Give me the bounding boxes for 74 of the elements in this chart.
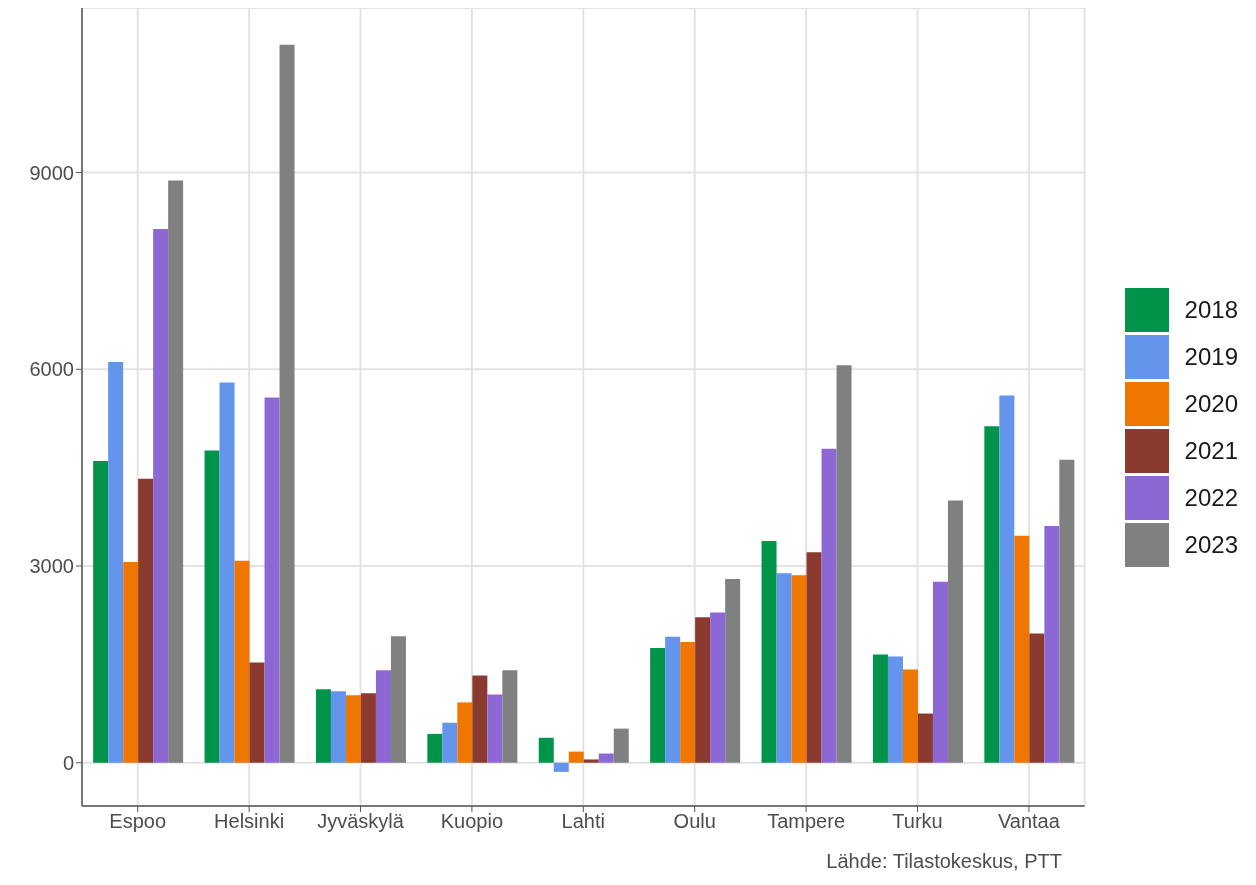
- legend-label: 2023: [1184, 530, 1238, 559]
- x-tick-label: Tampere: [767, 810, 846, 833]
- legend-label: 2018: [1184, 295, 1238, 324]
- x-tick-label: Espoo: [109, 810, 167, 833]
- legend-label: 2022: [1184, 483, 1238, 512]
- bar: [887, 656, 903, 763]
- bar: [613, 728, 629, 763]
- bar: [932, 581, 948, 763]
- bar: [264, 397, 280, 763]
- legend-label: 2020: [1184, 389, 1238, 418]
- bar: [360, 693, 376, 763]
- bar: [553, 762, 569, 772]
- x-tick-label: Turku: [892, 810, 943, 833]
- bar: [93, 461, 109, 763]
- bar: [108, 362, 124, 763]
- x-tick-label: Kuopio: [440, 810, 504, 833]
- bar: [1014, 535, 1030, 763]
- bar: [665, 636, 681, 763]
- y-tick-label: 0: [62, 751, 74, 774]
- legend-label: 2021: [1184, 436, 1238, 465]
- bar: [1059, 459, 1075, 763]
- x-tick-label: Vantaa: [997, 810, 1061, 833]
- bar: [279, 44, 295, 763]
- bar: [710, 612, 726, 763]
- bar: [650, 647, 666, 763]
- bar: [917, 713, 933, 763]
- bar: [695, 617, 711, 763]
- x-tick-label: Lahti: [561, 810, 605, 833]
- bar: [219, 382, 235, 763]
- x-tick-label: Jyväskylä: [317, 810, 405, 833]
- bar: [442, 722, 458, 763]
- bar: [487, 694, 503, 763]
- legend-label: 2019: [1184, 342, 1238, 371]
- bar: [1029, 633, 1045, 763]
- bar: [375, 670, 391, 763]
- x-tick-label: Oulu: [673, 810, 716, 833]
- x-tick-label: Helsinki: [214, 810, 285, 833]
- bar: [821, 448, 837, 763]
- bar: [791, 575, 807, 763]
- bar: [330, 691, 346, 763]
- bar: [204, 450, 220, 763]
- bar: [168, 180, 184, 763]
- bar: [249, 662, 265, 763]
- y-tick-label: 3000: [29, 555, 74, 578]
- bar: [345, 695, 361, 763]
- bar: [776, 573, 792, 763]
- bar: [947, 500, 963, 763]
- bar: [836, 365, 852, 763]
- bar: [725, 579, 741, 763]
- bar: [123, 562, 139, 763]
- bar: [1044, 526, 1060, 763]
- bar: [761, 541, 777, 763]
- bar: [234, 560, 250, 763]
- bar: [427, 733, 443, 763]
- bar: [153, 228, 169, 763]
- bar: [538, 737, 554, 763]
- bar: [472, 675, 488, 763]
- y-tick-label: 6000: [29, 358, 74, 381]
- bar: [984, 426, 1000, 763]
- bar: [390, 636, 406, 763]
- y-tick-label: 9000: [29, 161, 74, 184]
- text: Lähde: Tilastokeskus, PTT: [825, 850, 1063, 873]
- bar: [598, 753, 614, 763]
- bar: [502, 670, 518, 763]
- bar: [583, 759, 599, 763]
- bar: [457, 702, 473, 763]
- bar: [902, 669, 918, 763]
- bar: [806, 552, 822, 763]
- bar: [999, 395, 1015, 763]
- bar: [680, 642, 696, 763]
- bar: [138, 478, 154, 763]
- bar: [872, 654, 888, 763]
- bar: [315, 689, 331, 763]
- bar: [568, 751, 584, 763]
